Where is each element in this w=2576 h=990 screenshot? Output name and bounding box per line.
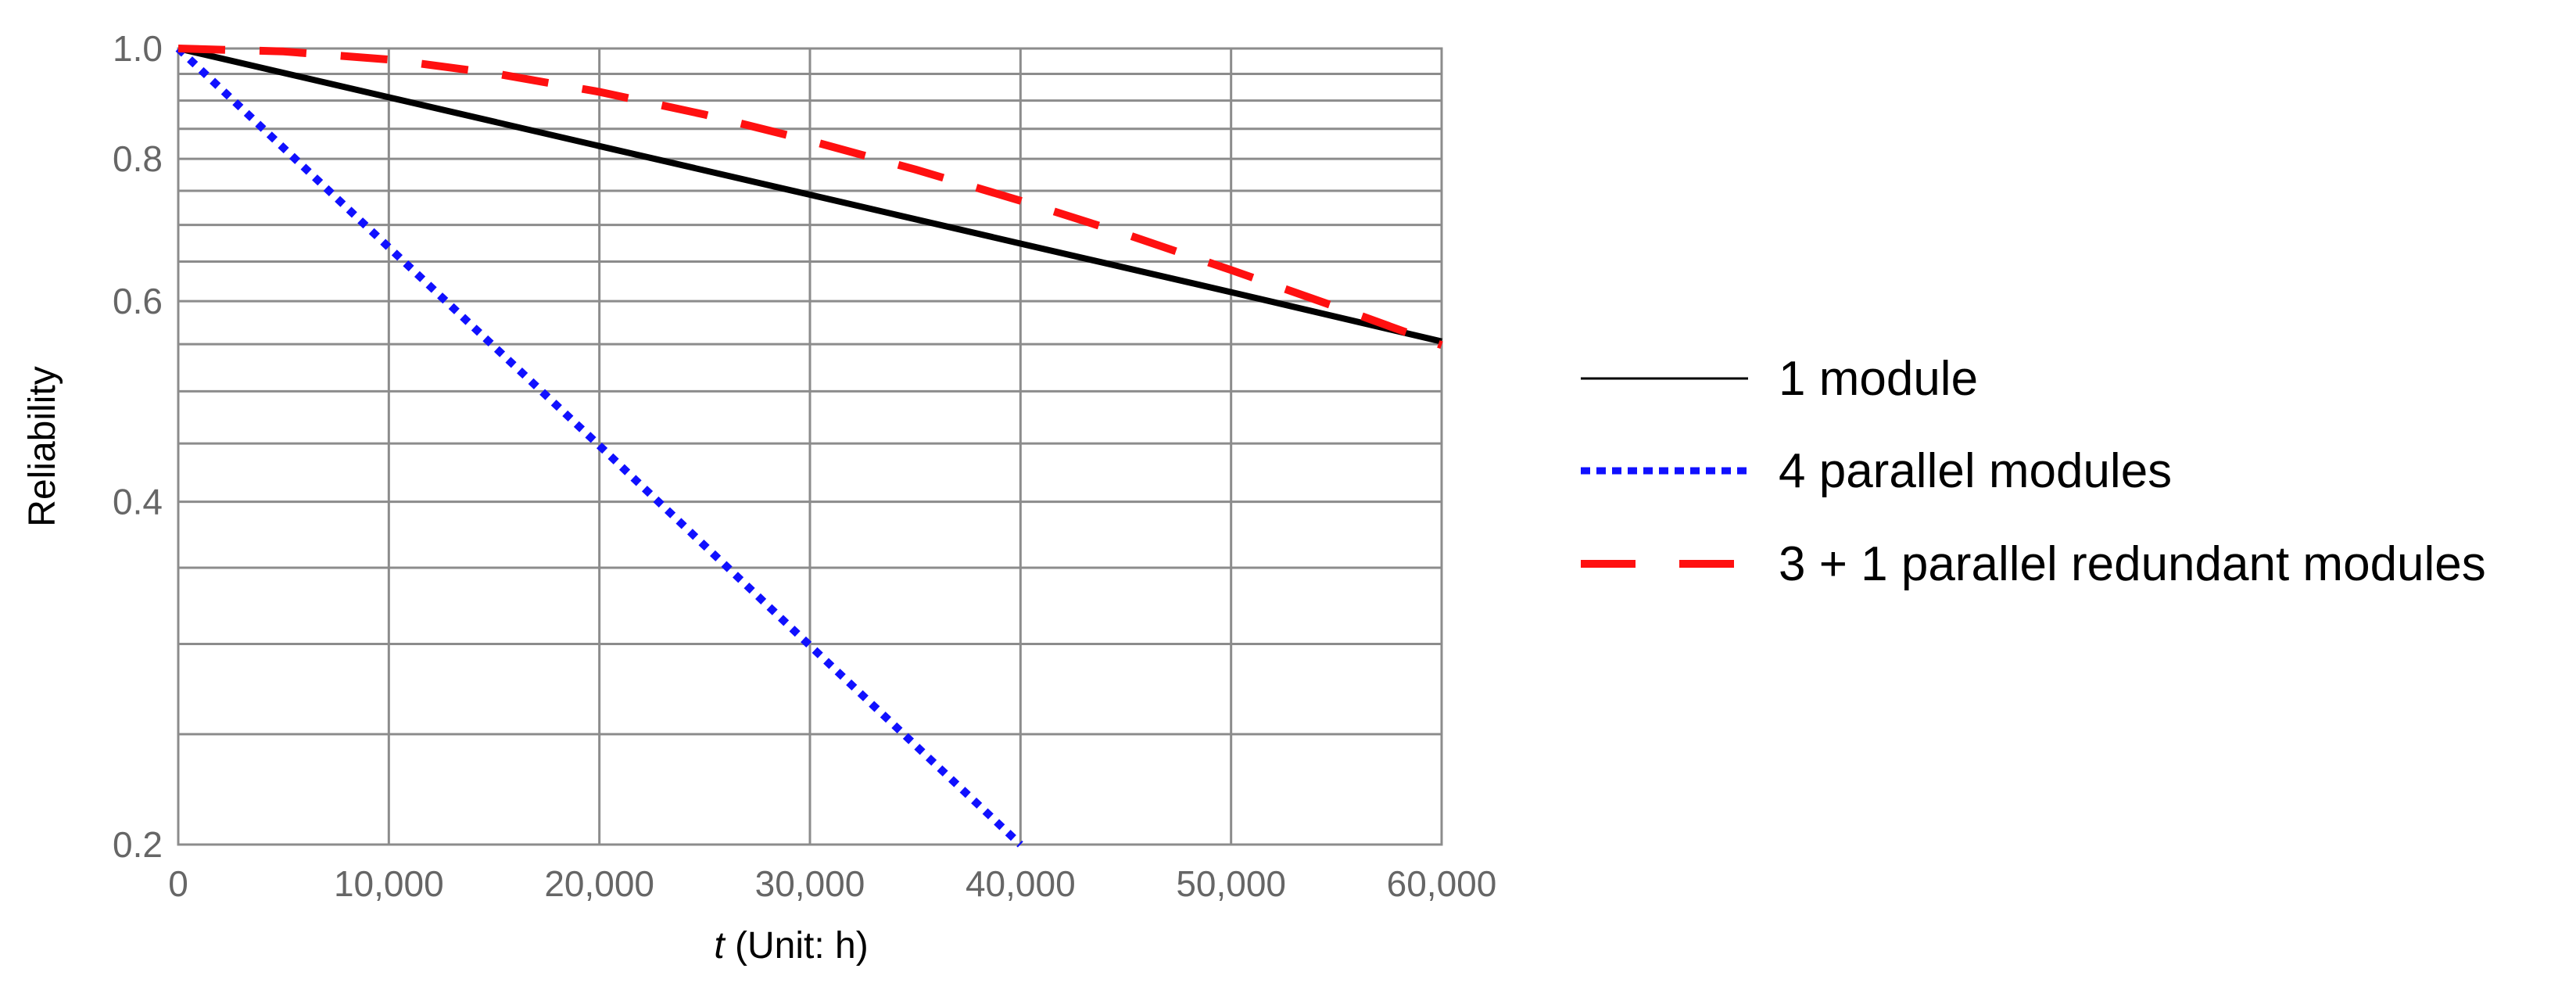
- x-tick-label: 50,000: [1176, 863, 1286, 904]
- y-tick-label: 0.2: [113, 824, 163, 865]
- y-tick-label: 1.0: [113, 28, 163, 69]
- y-tick-label: 0.6: [113, 281, 163, 321]
- x-tick-label: 20,000: [544, 863, 654, 904]
- x-axis-label: t (Unit: h): [714, 925, 868, 967]
- plot-frame: [177, 47, 1443, 846]
- legend: 1 module 4 parallel modules 3 + 1 parallel…: [1581, 352, 2486, 591]
- y-tick-label: 0.4: [113, 482, 163, 522]
- series-line-1: [177, 45, 1442, 345]
- series-line-3: [177, 45, 1443, 350]
- x-tick-label: 30,000: [755, 863, 865, 904]
- legend-label-2: 4 parallel modules: [1779, 444, 2172, 498]
- x-tick-label: 10,000: [334, 863, 444, 904]
- legend-label-3: 3 + 1 parallel redundant modules: [1779, 537, 2486, 591]
- grid: [178, 48, 1442, 845]
- x-tick-label: 0: [168, 863, 188, 904]
- x-tick-label: 40,000: [966, 863, 1076, 904]
- y-tick-label: 0.8: [113, 138, 163, 179]
- legend-label-1: 1 module: [1779, 352, 1978, 406]
- tick-labels: 0 10,000 20,000 30,000 40,000 50,000 60,000 0.2…: [113, 28, 1496, 904]
- series-layer: [175, 45, 1443, 848]
- x-axis-label-symbol: t: [714, 925, 726, 967]
- y-axis-label: Reliability: [22, 366, 63, 526]
- series-line-2: [175, 45, 1023, 848]
- x-axis-label-unit: (Unit: h): [725, 925, 869, 967]
- x-tick-label: 60,000: [1387, 863, 1497, 904]
